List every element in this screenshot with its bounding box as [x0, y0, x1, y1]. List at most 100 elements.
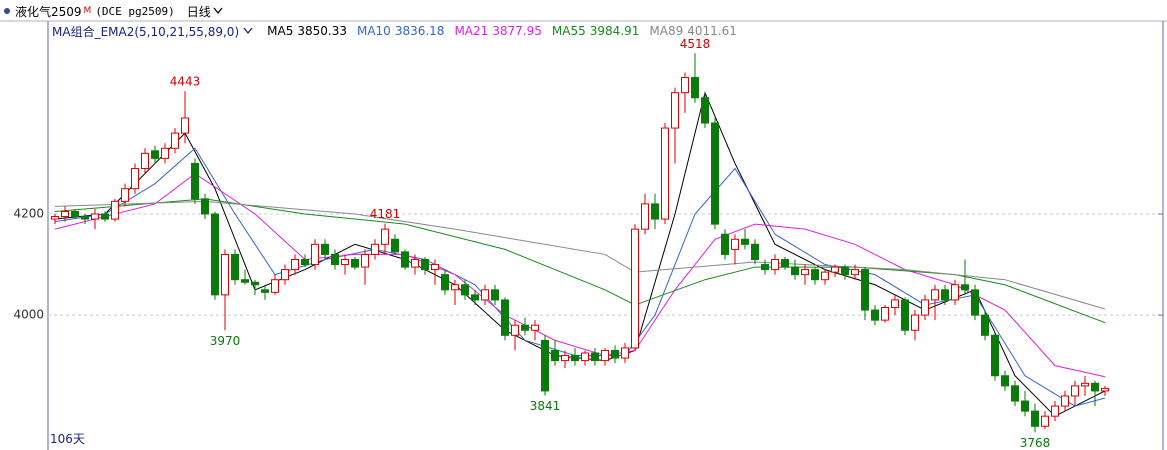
candle-body: [981, 314, 989, 336]
legend-name: MA55: [551, 24, 586, 38]
candle-body: [271, 279, 279, 293]
candle-body: [691, 77, 699, 99]
candle-body: [91, 213, 99, 220]
candle-body: [851, 269, 859, 276]
candle-body: [1011, 385, 1019, 402]
candle-body: [731, 238, 739, 250]
candle-body: [671, 92, 679, 129]
candle-body: [811, 269, 819, 281]
candle-body: [61, 210, 69, 218]
candle-body: [521, 324, 529, 331]
candle-body: [921, 299, 929, 316]
candle-body: [71, 210, 79, 218]
candle-body: [131, 168, 139, 190]
ma-line: [54, 198, 1106, 324]
candle-body: [1091, 382, 1099, 392]
candle-body: [511, 324, 519, 336]
candle-body: [151, 150, 159, 159]
candle-body: [971, 289, 979, 316]
candle-body: [761, 264, 769, 271]
candle-body: [841, 266, 849, 276]
candle-body: [141, 152, 149, 170]
candle-body: [1101, 387, 1109, 392]
candle-body: [401, 251, 409, 268]
candle-body: [871, 309, 879, 321]
candle-body: [231, 253, 239, 281]
candle-body: [351, 258, 359, 268]
candle-body: [501, 299, 509, 336]
candle-body: [451, 284, 459, 291]
candle-body: [791, 266, 799, 276]
period[interactable]: 日线: [186, 4, 211, 19]
high-label: 4181: [370, 207, 401, 221]
candle-body: [781, 258, 789, 268]
candle-body: [311, 243, 319, 266]
legend-entry[interactable]: MA55 3984.91: [552, 24, 639, 38]
candle-body: [661, 127, 669, 220]
candle-body: [551, 349, 559, 362]
candle-body: [561, 355, 569, 362]
candle-body: [651, 203, 659, 220]
y-tick-label: 4200: [13, 206, 44, 220]
candle-body: [531, 324, 539, 331]
candle-body: [1001, 375, 1009, 387]
legend-entry[interactable]: MA5 3850.33: [267, 24, 347, 38]
candle-body: [241, 279, 249, 283]
candle-body: [621, 347, 629, 359]
period-chevron[interactable]: [213, 7, 223, 15]
candle-body: [481, 289, 489, 301]
candle-body: [341, 258, 349, 266]
candle-body: [951, 284, 959, 301]
ma-line: [54, 200, 1106, 310]
candle-body: [81, 216, 89, 220]
legend-entry[interactable]: MA10 3836.18: [357, 24, 444, 38]
candle-body: [441, 274, 449, 291]
candle-body: [161, 147, 169, 159]
candle-body: [331, 253, 339, 266]
candle-body: [901, 299, 909, 331]
candle-body: [301, 258, 309, 266]
low-label: 3768: [1020, 436, 1051, 450]
candle-body: [861, 269, 869, 311]
candle-body: [471, 294, 479, 301]
candle-body: [261, 289, 269, 293]
candle-body: [191, 162, 199, 200]
candle-body: [211, 213, 219, 296]
low-label: 3841: [530, 399, 561, 413]
low-label: 3970: [210, 334, 241, 348]
candle-body: [931, 289, 939, 301]
candle-body: [641, 203, 649, 230]
candle-body: [251, 281, 259, 286]
high-label: 4443: [170, 75, 201, 89]
candle-body: [991, 334, 999, 377]
flag: M: [83, 6, 92, 16]
candle-body: [391, 238, 399, 253]
candle-body: [201, 198, 209, 215]
candle-body: [371, 243, 379, 255]
legend-entry[interactable]: MA21 3877.95: [454, 24, 541, 38]
symbol[interactable]: 液化气2509: [15, 4, 82, 19]
legend-entry[interactable]: MA89 4011.61: [649, 24, 736, 38]
legend-title[interactable]: MA组合_EMA2(5,10,21,55,89,0): [52, 24, 240, 39]
candle-body: [171, 132, 179, 149]
ma-line: [54, 91, 1106, 417]
candle-body: [801, 269, 809, 276]
candle-body: [221, 253, 229, 296]
candle-body: [1041, 415, 1049, 427]
candle-body: [821, 271, 829, 281]
candle-body: [701, 97, 709, 124]
candle-body: [1021, 400, 1029, 412]
candle-body: [611, 349, 619, 359]
candle-body: [421, 258, 429, 271]
candle-body: [51, 216, 59, 220]
legend-chevron[interactable]: [243, 27, 253, 35]
candle-body: [751, 243, 759, 260]
legend-value: 3836.18: [394, 24, 445, 38]
legend-name: MA21: [454, 24, 489, 38]
symbol-dot: [4, 8, 10, 14]
candle-body: [771, 258, 779, 271]
legend-value: 3850.33: [297, 24, 347, 38]
candle-body: [941, 289, 949, 301]
